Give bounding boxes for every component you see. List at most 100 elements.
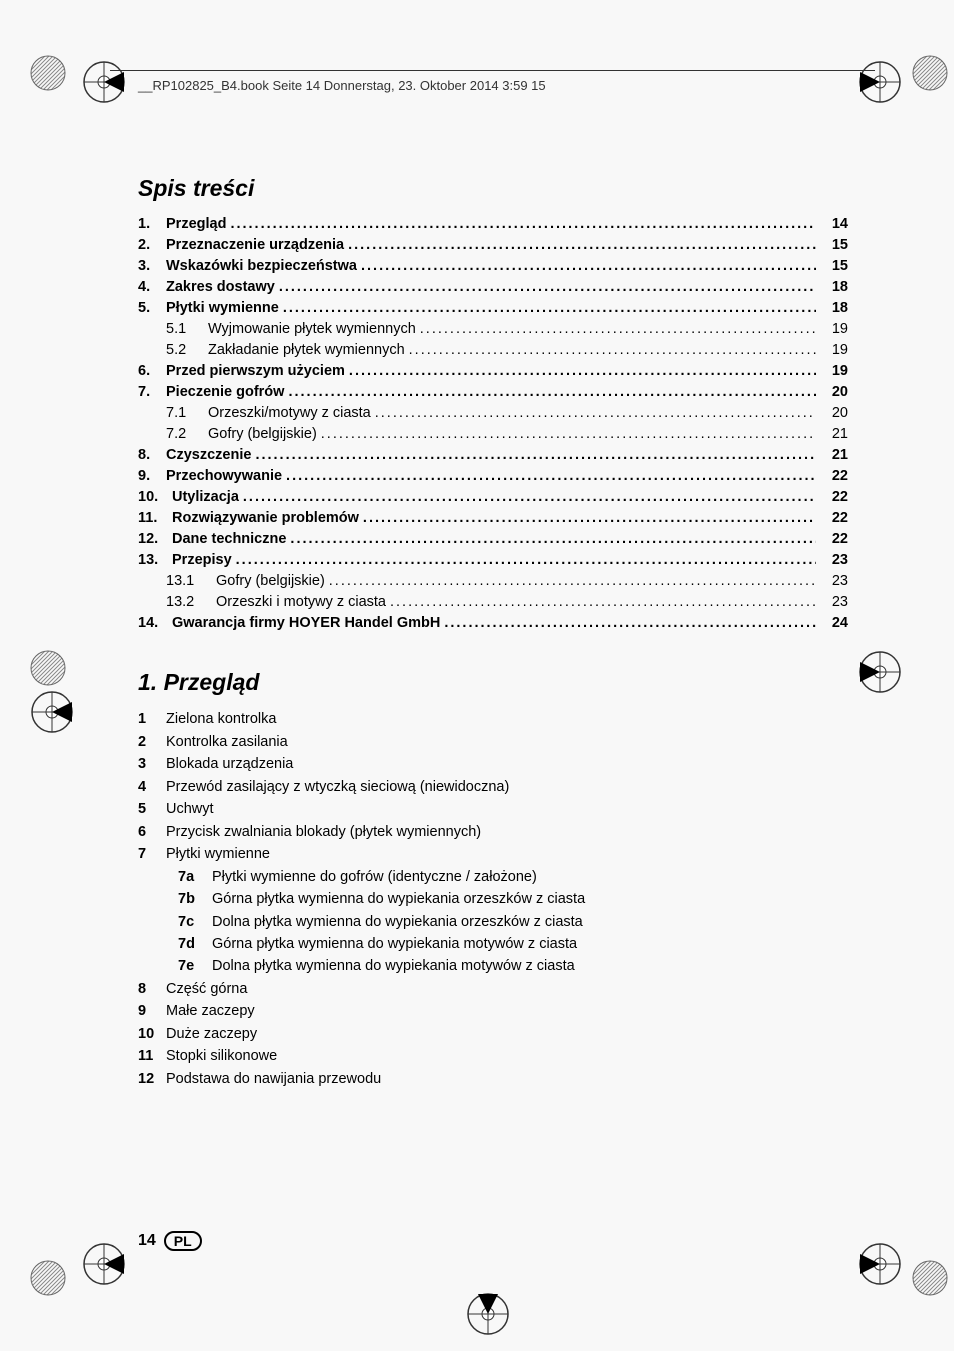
toc-label: Orzeszki/motywy z ciasta <box>208 403 371 424</box>
legend-number: 12 <box>138 1068 166 1090</box>
legend-text: Stopki silikonowe <box>166 1045 277 1067</box>
toc-leader-dots: ........................................… <box>243 487 816 508</box>
toc-page: 15 <box>820 256 848 277</box>
arrow-mark-bl <box>82 1242 126 1291</box>
toc-leader-dots: ........................................… <box>236 550 816 571</box>
arrow-mark-bc <box>466 1292 510 1341</box>
toc-number: 1. <box>138 214 166 235</box>
legend-row: 5Uchwyt <box>138 798 848 820</box>
toc-label: Zakładanie płytek wymiennych <box>208 340 405 361</box>
toc-page: 21 <box>820 424 848 445</box>
legend-number: 11 <box>138 1045 166 1067</box>
toc-row: 6.Przed pierwszym użyciem...............… <box>138 361 848 382</box>
legend-row: 7cDolna płytka wymienna do wypiekania or… <box>138 911 848 933</box>
toc-row: 13.Przepisy.............................… <box>138 550 848 571</box>
toc-leader-dots: ........................................… <box>348 235 816 256</box>
legend-number: 4 <box>138 776 166 798</box>
toc-leader-dots: ........................................… <box>230 214 816 235</box>
toc-number: 13. <box>138 550 172 571</box>
toc-page: 19 <box>820 319 848 340</box>
toc-number: 5.2 <box>138 340 208 361</box>
legend-text: Płytki wymienne <box>166 843 270 865</box>
toc-number: 9. <box>138 466 166 487</box>
toc-row: 13.2Orzeszki i motywy z ciasta..........… <box>138 592 848 613</box>
legend-row: 11Stopki silikonowe <box>138 1045 848 1067</box>
legend-number: 7d <box>178 933 212 955</box>
legend-text: Przewód zasilający z wtyczką sieciową (n… <box>166 776 509 798</box>
legend-row: 2Kontrolka zasilania <box>138 731 848 753</box>
toc-label: Utylizacja <box>172 487 239 508</box>
toc-leader-dots: ........................................… <box>363 508 816 529</box>
toc-leader-dots: ........................................… <box>283 298 816 319</box>
toc-page: 18 <box>820 298 848 319</box>
toc-page: 21 <box>820 445 848 466</box>
toc-label: Pieczenie gofrów <box>166 382 284 403</box>
legend-text: Dolna płytka wymienna do wypiekania orze… <box>212 911 583 933</box>
legend-text: Duże zaczepy <box>166 1023 257 1045</box>
toc-number: 13.2 <box>138 592 216 613</box>
toc-number: 3. <box>138 256 166 277</box>
arrow-mark-br <box>858 1242 902 1291</box>
toc-number: 8. <box>138 445 166 466</box>
reg-hatched-tr <box>912 55 948 91</box>
toc-page: 24 <box>820 613 848 634</box>
toc-label: Przechowywanie <box>166 466 282 487</box>
toc-page: 22 <box>820 529 848 550</box>
toc-leader-dots: ........................................… <box>290 529 816 550</box>
legend-row: 8Część górna <box>138 978 848 1000</box>
toc-leader-dots: ........................................… <box>279 277 816 298</box>
legend-text: Podstawa do nawijania przewodu <box>166 1068 381 1090</box>
legend-number: 3 <box>138 753 166 775</box>
legend-row: 7Płytki wymienne <box>138 843 848 865</box>
legend-text: Górna płytka wymienna do wypiekania moty… <box>212 933 577 955</box>
arrow-mark-ml <box>30 690 74 739</box>
toc-label: Przegląd <box>166 214 226 235</box>
legend-number: 2 <box>138 731 166 753</box>
toc-row: 4.Zakres dostawy........................… <box>138 277 848 298</box>
legend-number: 7b <box>178 888 212 910</box>
toc-row: 2.Przeznaczenie urządzenia..............… <box>138 235 848 256</box>
table-of-contents: 1.Przegląd..............................… <box>138 214 848 634</box>
toc-leader-dots: ........................................… <box>349 361 816 382</box>
toc-row: 7.Pieczenie gofrów......................… <box>138 382 848 403</box>
toc-leader-dots: ........................................… <box>361 256 816 277</box>
toc-number: 4. <box>138 277 166 298</box>
toc-number: 13.1 <box>138 571 216 592</box>
toc-number: 12. <box>138 529 172 550</box>
language-badge: PL <box>164 1231 202 1251</box>
arrow-mark-tl <box>82 60 126 109</box>
toc-page: 22 <box>820 466 848 487</box>
toc-number: 7.1 <box>138 403 208 424</box>
legend-text: Kontrolka zasilania <box>166 731 288 753</box>
legend-number: 10 <box>138 1023 166 1045</box>
legend-row: 4Przewód zasilający z wtyczką sieciową (… <box>138 776 848 798</box>
toc-page: 20 <box>820 403 848 424</box>
toc-label: Zakres dostawy <box>166 277 275 298</box>
toc-row: 9.Przechowywanie........................… <box>138 466 848 487</box>
legend-number: 9 <box>138 1000 166 1022</box>
toc-row: 5.1Wyjmowanie płytek wymiennych.........… <box>138 319 848 340</box>
toc-row: 1.Przegląd..............................… <box>138 214 848 235</box>
toc-row: 5.2Zakładanie płytek wymiennych.........… <box>138 340 848 361</box>
toc-leader-dots: ........................................… <box>255 445 816 466</box>
legend-number: 1 <box>138 708 166 730</box>
toc-number: 5.1 <box>138 319 208 340</box>
legend-row: 7aPłytki wymienne do gofrów (identyczne … <box>138 866 848 888</box>
toc-number: 2. <box>138 235 166 256</box>
legend-number: 5 <box>138 798 166 820</box>
toc-page: 23 <box>820 550 848 571</box>
legend-row: 12Podstawa do nawijania przewodu <box>138 1068 848 1090</box>
section-1-title: 1. Przegląd <box>138 669 848 696</box>
toc-label: Orzeszki i motywy z ciasta <box>216 592 386 613</box>
legend-number: 8 <box>138 978 166 1000</box>
header-text: __RP102825_B4.book Seite 14 Donnerstag, … <box>138 78 546 93</box>
toc-label: Wskazówki bezpieczeństwa <box>166 256 357 277</box>
toc-label: Rozwiązywanie problemów <box>172 508 359 529</box>
toc-label: Przeznaczenie urządzenia <box>166 235 344 256</box>
legend-text: Zielona kontrolka <box>166 708 276 730</box>
toc-leader-dots: ........................................… <box>444 613 816 634</box>
legend-number: 7c <box>178 911 212 933</box>
toc-number: 7. <box>138 382 166 403</box>
toc-leader-dots: ........................................… <box>288 382 816 403</box>
legend-row: 10Duże zaczepy <box>138 1023 848 1045</box>
